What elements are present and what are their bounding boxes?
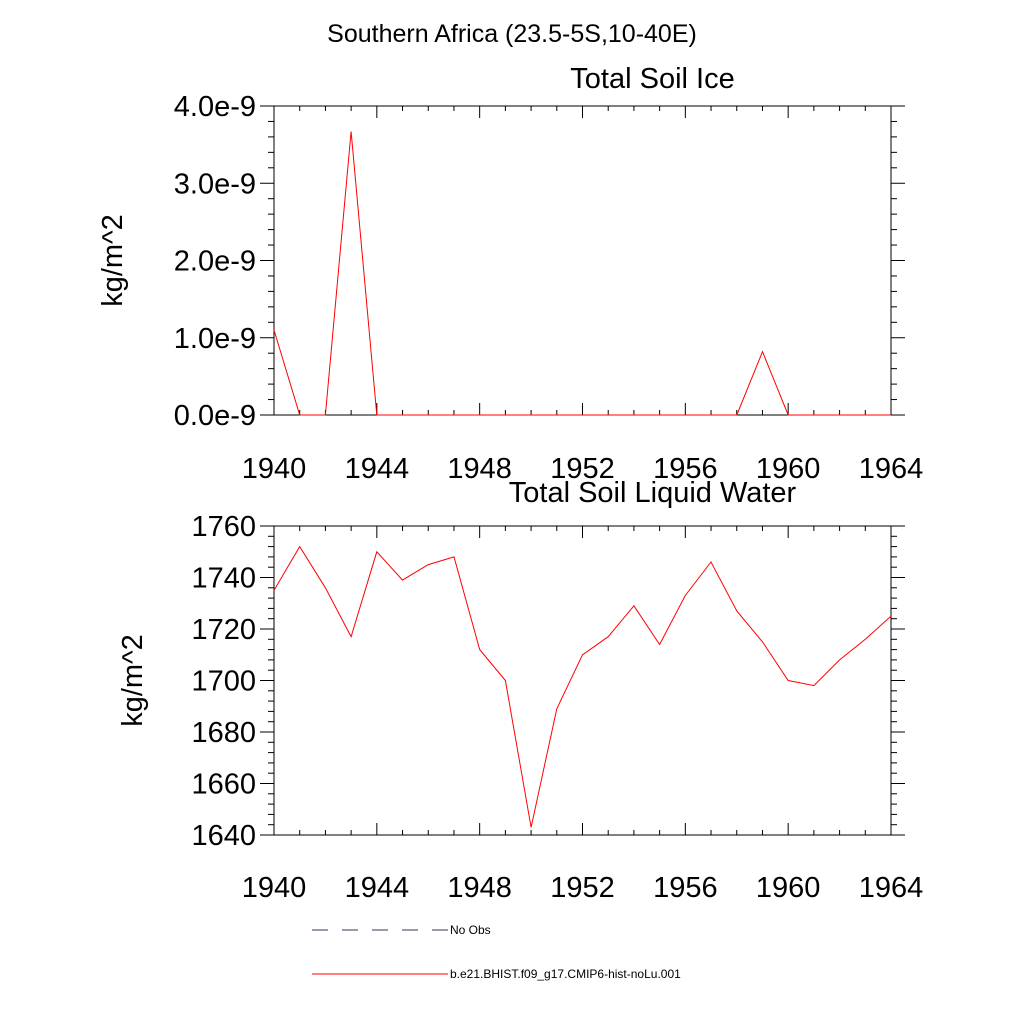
- y-tick-label: 1760: [191, 511, 256, 543]
- y-tick-label: 1640: [191, 820, 256, 852]
- x-tick-label: 1964: [859, 872, 924, 904]
- plot-frame: [273, 525, 892, 836]
- series-line-1: [273, 131, 891, 416]
- legend-label-2: b.e21.BHIST.f09_g17.CMIP6-hist-noLu.001: [450, 967, 681, 981]
- x-tick-label: 1944: [345, 453, 410, 485]
- legend-label-1: No Obs: [450, 923, 491, 937]
- x-tick-label: 1956: [653, 453, 718, 485]
- y-tick-label: 1680: [191, 717, 256, 749]
- legend: No Obs b.e21.BHIST.f09_g17.CMIP6-hist-noL…: [312, 923, 681, 981]
- y-tick-label: 3.0e-9: [174, 168, 256, 200]
- x-tick-label: 1952: [550, 872, 615, 904]
- y-tick-label: 2.0e-9: [174, 246, 256, 278]
- y-axis-label: kg/m^2: [117, 634, 149, 727]
- plot-frame: [273, 105, 892, 416]
- y-tick-label: 1700: [191, 666, 256, 698]
- chart-title: Total Soil Liquid Water: [509, 477, 797, 509]
- x-tick-label: 1948: [447, 872, 512, 904]
- y-tick-label: 1740: [191, 563, 256, 595]
- x-tick-label: 1952: [550, 453, 615, 485]
- y-tick-label: 1660: [191, 769, 256, 801]
- figure-suptitle: Southern Africa (23.5-5S,10-40E): [327, 20, 697, 48]
- chart-panel-1: Total Soil Ice kg/m^2 1940 1944 1948 1952 1956…: [97, 63, 923, 485]
- x-tick-label: 1948: [447, 453, 512, 485]
- x-tick-label: 1940: [242, 872, 307, 904]
- x-tick-label: 1960: [756, 872, 821, 904]
- x-tick-label: 1956: [653, 872, 718, 904]
- chart-title: Total Soil Ice: [570, 63, 734, 95]
- x-tick-label: 1940: [242, 453, 307, 485]
- y-tick-label: 1.0e-9: [174, 323, 256, 355]
- chart-panel-2: Total Soil Liquid Water kg/m^2 1940 1944 194…: [117, 477, 923, 904]
- series-line-1: [273, 545, 892, 828]
- y-axis-label: kg/m^2: [97, 214, 129, 307]
- x-tick-label: 1944: [345, 872, 410, 904]
- x-tick-label: 1964: [859, 453, 924, 485]
- y-tick-label: 1720: [191, 614, 256, 646]
- y-tick-label: 0.0e-9: [174, 400, 256, 432]
- y-tick-label: 4.0e-9: [174, 91, 256, 123]
- x-tick-label: 1960: [756, 453, 821, 485]
